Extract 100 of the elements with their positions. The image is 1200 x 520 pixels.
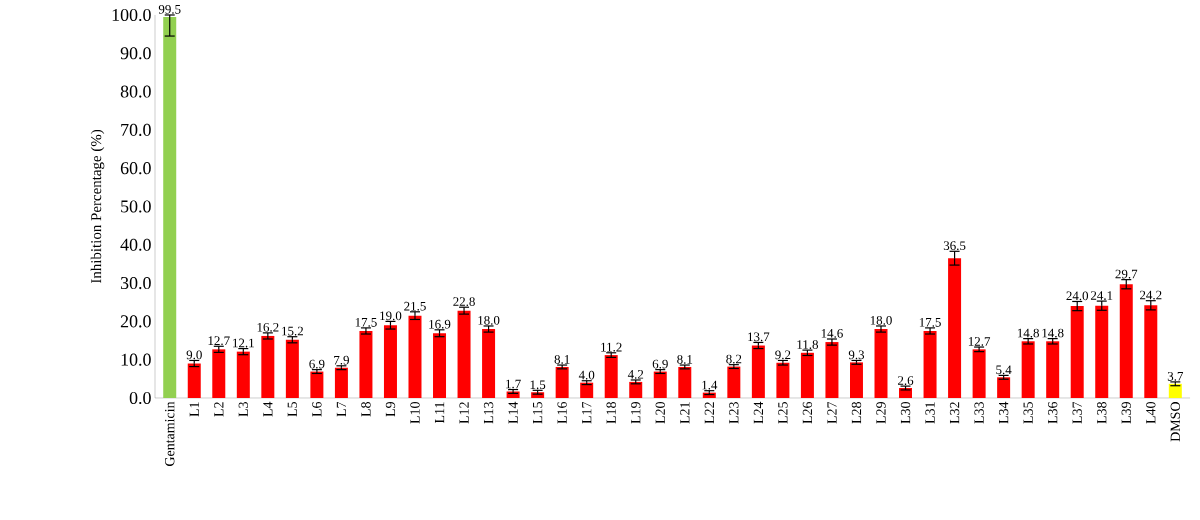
bar [997, 377, 1011, 398]
data-label: 5.4 [996, 365, 1012, 375]
x-tick-label: L9 [385, 402, 396, 417]
bar [874, 329, 888, 398]
bar [408, 315, 422, 398]
data-label: 24.0 [1066, 291, 1089, 301]
x-tick-label: L15 [532, 402, 543, 424]
data-label: 24.2 [1140, 290, 1162, 300]
x-tick-label: DMSO [1170, 402, 1181, 442]
data-label: 36.5 [943, 241, 966, 251]
bar [849, 362, 863, 398]
bar [923, 330, 937, 398]
x-tick-label: L35 [1023, 402, 1033, 424]
x-tick-label: L19 [631, 402, 641, 424]
data-label: 14.6 [821, 329, 843, 338]
x-tick-label: L1 [189, 402, 199, 417]
y-tick-label: 100.0 [112, 8, 151, 22]
bar [261, 335, 275, 398]
bar [1119, 284, 1133, 398]
data-label: 17.5 [919, 317, 941, 327]
x-tick-label: L14 [508, 401, 518, 424]
x-tick-label: L11 [434, 402, 445, 424]
x-tick-label: L21 [680, 402, 690, 424]
data-label: 22.8 [453, 297, 475, 307]
x-tick-label: L22 [704, 402, 714, 424]
x-tick-label: L37 [1072, 401, 1082, 424]
data-label: 29.7 [1115, 269, 1138, 279]
y-tick-label: 0.0 [129, 391, 151, 405]
data-label: 18.0 [478, 315, 500, 325]
y-tick-label: 20.0 [120, 315, 151, 328]
x-tick-label: L27 [827, 401, 837, 424]
data-label: 14.8 [1042, 328, 1064, 338]
x-tick-label: L20 [655, 402, 665, 424]
data-label: 3.7 [1167, 371, 1184, 381]
x-tick-label: L38 [1097, 402, 1107, 424]
data-label: 21.5 [404, 301, 426, 311]
bar [972, 349, 986, 398]
x-tick-label: L13 [483, 402, 494, 424]
x-tick-label: L23 [729, 402, 739, 424]
data-label: 9.0 [186, 350, 202, 360]
y-tick-label: 60.0 [120, 162, 151, 175]
x-tick-label: L8 [361, 402, 371, 417]
data-label: 6.9 [309, 359, 325, 369]
bar [383, 325, 397, 398]
data-label: 99.5 [158, 5, 181, 14]
x-tick-label: L33 [974, 402, 984, 424]
bar [678, 366, 692, 398]
data-label: 11.8 [797, 340, 819, 349]
x-tick-label: L5 [287, 402, 297, 417]
bar [236, 351, 250, 398]
x-tick-label: L39 [1121, 402, 1131, 424]
y-tick-label: 40.0 [120, 238, 151, 251]
data-label: 4.0 [578, 370, 595, 380]
y-tick-label: 30.0 [120, 277, 151, 290]
x-tick-label: L36 [1048, 401, 1058, 424]
data-label: 18.0 [870, 315, 892, 325]
bar [1070, 306, 1084, 398]
data-label: 8.1 [554, 355, 570, 364]
x-tick-label: L25 [778, 402, 788, 424]
bar [1168, 383, 1182, 398]
bar [212, 349, 226, 398]
x-tick-label: L17 [582, 401, 592, 424]
x-tick-label: L6 [312, 401, 322, 417]
x-tick-label: L2 [214, 402, 224, 417]
bar [359, 330, 373, 398]
data-label: 8.2 [726, 354, 742, 364]
x-tick-label: L40 [1146, 402, 1156, 424]
data-label: 11.2 [601, 342, 622, 352]
data-label: 12.1 [233, 338, 254, 348]
x-tick-label: L12 [459, 402, 469, 424]
y-tick-label: 70.0 [121, 123, 151, 136]
x-tick-label: L26 [802, 401, 813, 424]
x-tick-label: L29 [876, 402, 886, 424]
bar [482, 329, 496, 398]
bar [604, 355, 618, 398]
bar [751, 345, 765, 398]
y-tick-label: 10.0 [121, 353, 151, 366]
y-axis-title: Inhibition Percentage (%) [90, 129, 105, 284]
x-tick-label: L34 [998, 401, 1009, 424]
bar [800, 352, 814, 398]
bar [948, 258, 962, 398]
data-label: 8.1 [677, 355, 693, 364]
bar [580, 382, 594, 398]
data-label: 19.0 [380, 311, 402, 321]
data-label: 1.7 [506, 379, 521, 389]
data-label: 9.2 [775, 350, 791, 360]
bar [163, 16, 177, 398]
data-label: 16.2 [257, 322, 279, 332]
x-tick-label: Gentamicin [165, 401, 175, 466]
data-label: 12.7 [208, 336, 230, 346]
bar [457, 310, 471, 398]
bar [310, 371, 324, 398]
x-tick-label: L4 [263, 401, 273, 417]
data-label: 17.5 [355, 317, 377, 327]
bar [433, 333, 447, 398]
bar [653, 371, 667, 398]
x-tick-label: L10 [410, 402, 420, 424]
data-label: 1.5 [530, 380, 546, 390]
data-label: 1.4 [702, 380, 718, 390]
bar [187, 363, 201, 398]
